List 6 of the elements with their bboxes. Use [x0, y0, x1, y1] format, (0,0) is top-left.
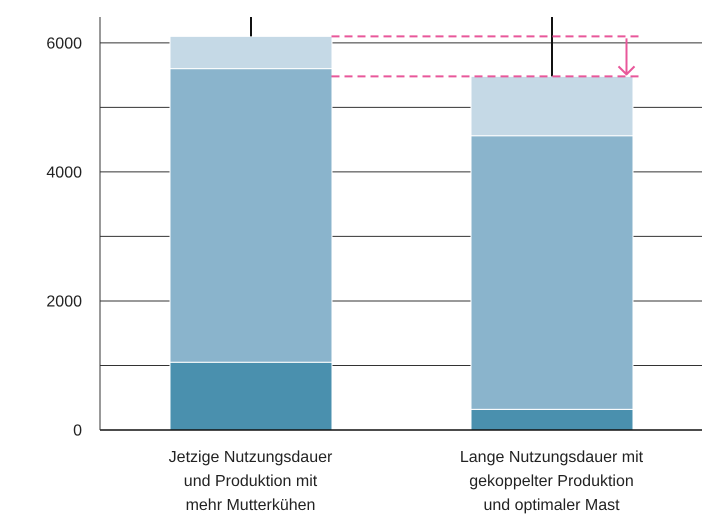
y-tick-label: 2000 [46, 294, 82, 311]
y-tick-label: 6000 [46, 35, 82, 52]
y-tick-label: 0 [73, 422, 82, 440]
x-tick-label: Lange Nutzungsdauer mit gekoppelter Produktion und optimaler Mast [460, 449, 644, 514]
y-tick-label: 4000 [46, 164, 82, 182]
x-tick-label: Jetzige Nutzungsdauer und Produktion mit mehr Mutterkühen [168, 449, 333, 514]
